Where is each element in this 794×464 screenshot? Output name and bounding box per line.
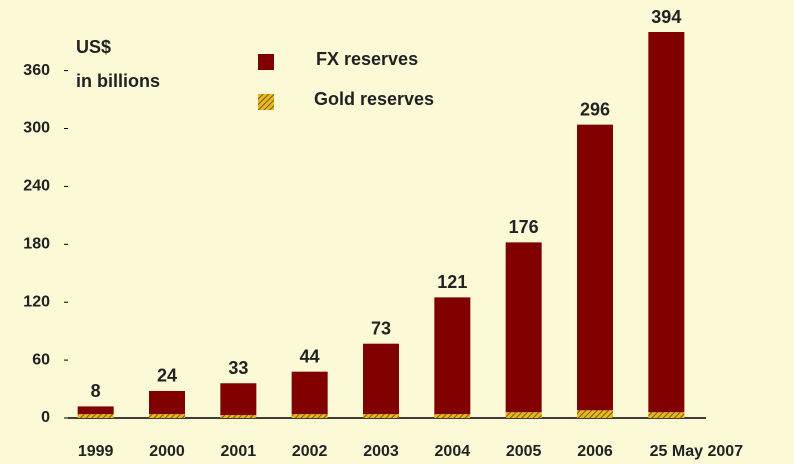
x-tick-label: 2002: [292, 443, 328, 460]
data-label: 33: [228, 358, 248, 378]
x-tick-label: 2000: [149, 443, 185, 460]
bar-segment: [220, 383, 257, 416]
x-tick-label: 2006: [577, 443, 613, 460]
legend-label: FX reserves: [316, 49, 418, 69]
data-label: 44: [300, 346, 320, 366]
y-tick-label: 360: [23, 62, 50, 79]
data-label: 176: [509, 217, 539, 237]
y-label: US$: [76, 37, 111, 57]
bar-segment: [577, 410, 613, 418]
bar-segment: [291, 371, 328, 415]
bar-segment: [77, 406, 114, 415]
y-label: in billions: [76, 71, 160, 91]
y-tick-label: 240: [23, 178, 50, 195]
bar-segment: [77, 414, 114, 418]
bar-segment: [577, 124, 613, 411]
x-tick-label: 1999: [78, 443, 114, 460]
x-tick-label: 25 May 2007: [650, 443, 744, 460]
legend-label: Gold reserves: [314, 89, 434, 109]
y-tick-label: 300: [23, 120, 50, 137]
x-tick-label: 2003: [363, 443, 399, 460]
x-tick-label: 2005: [506, 443, 542, 460]
bar-segment: [648, 412, 685, 418]
bar-segment: [149, 414, 185, 418]
y-tick-label: 0: [41, 409, 50, 426]
data-label: 8: [91, 381, 101, 401]
bar-segment: [291, 414, 328, 418]
bar-segment: [434, 414, 471, 418]
data-label: 73: [371, 318, 391, 338]
bar-segment: [363, 343, 399, 415]
bar-segment: [505, 412, 542, 418]
data-label: 24: [157, 366, 177, 386]
legend-swatch: [258, 94, 274, 110]
data-label: 121: [437, 272, 467, 292]
bar-segment: [648, 32, 685, 413]
y-tick-label: 120: [23, 293, 50, 310]
y-tick-label: 180: [23, 236, 50, 253]
data-label: 394: [651, 7, 681, 27]
x-tick-label: 2004: [435, 443, 471, 460]
x-tick-label: 2001: [221, 443, 257, 460]
bar-segment: [149, 390, 185, 415]
legend-swatch: [258, 54, 274, 70]
y-tick-label: 60: [32, 351, 50, 368]
bar-segment: [434, 297, 471, 415]
bar-segment: [220, 415, 257, 418]
bar-segment: [363, 414, 399, 418]
bar-segment: [505, 242, 542, 413]
data-label: 296: [580, 99, 610, 119]
